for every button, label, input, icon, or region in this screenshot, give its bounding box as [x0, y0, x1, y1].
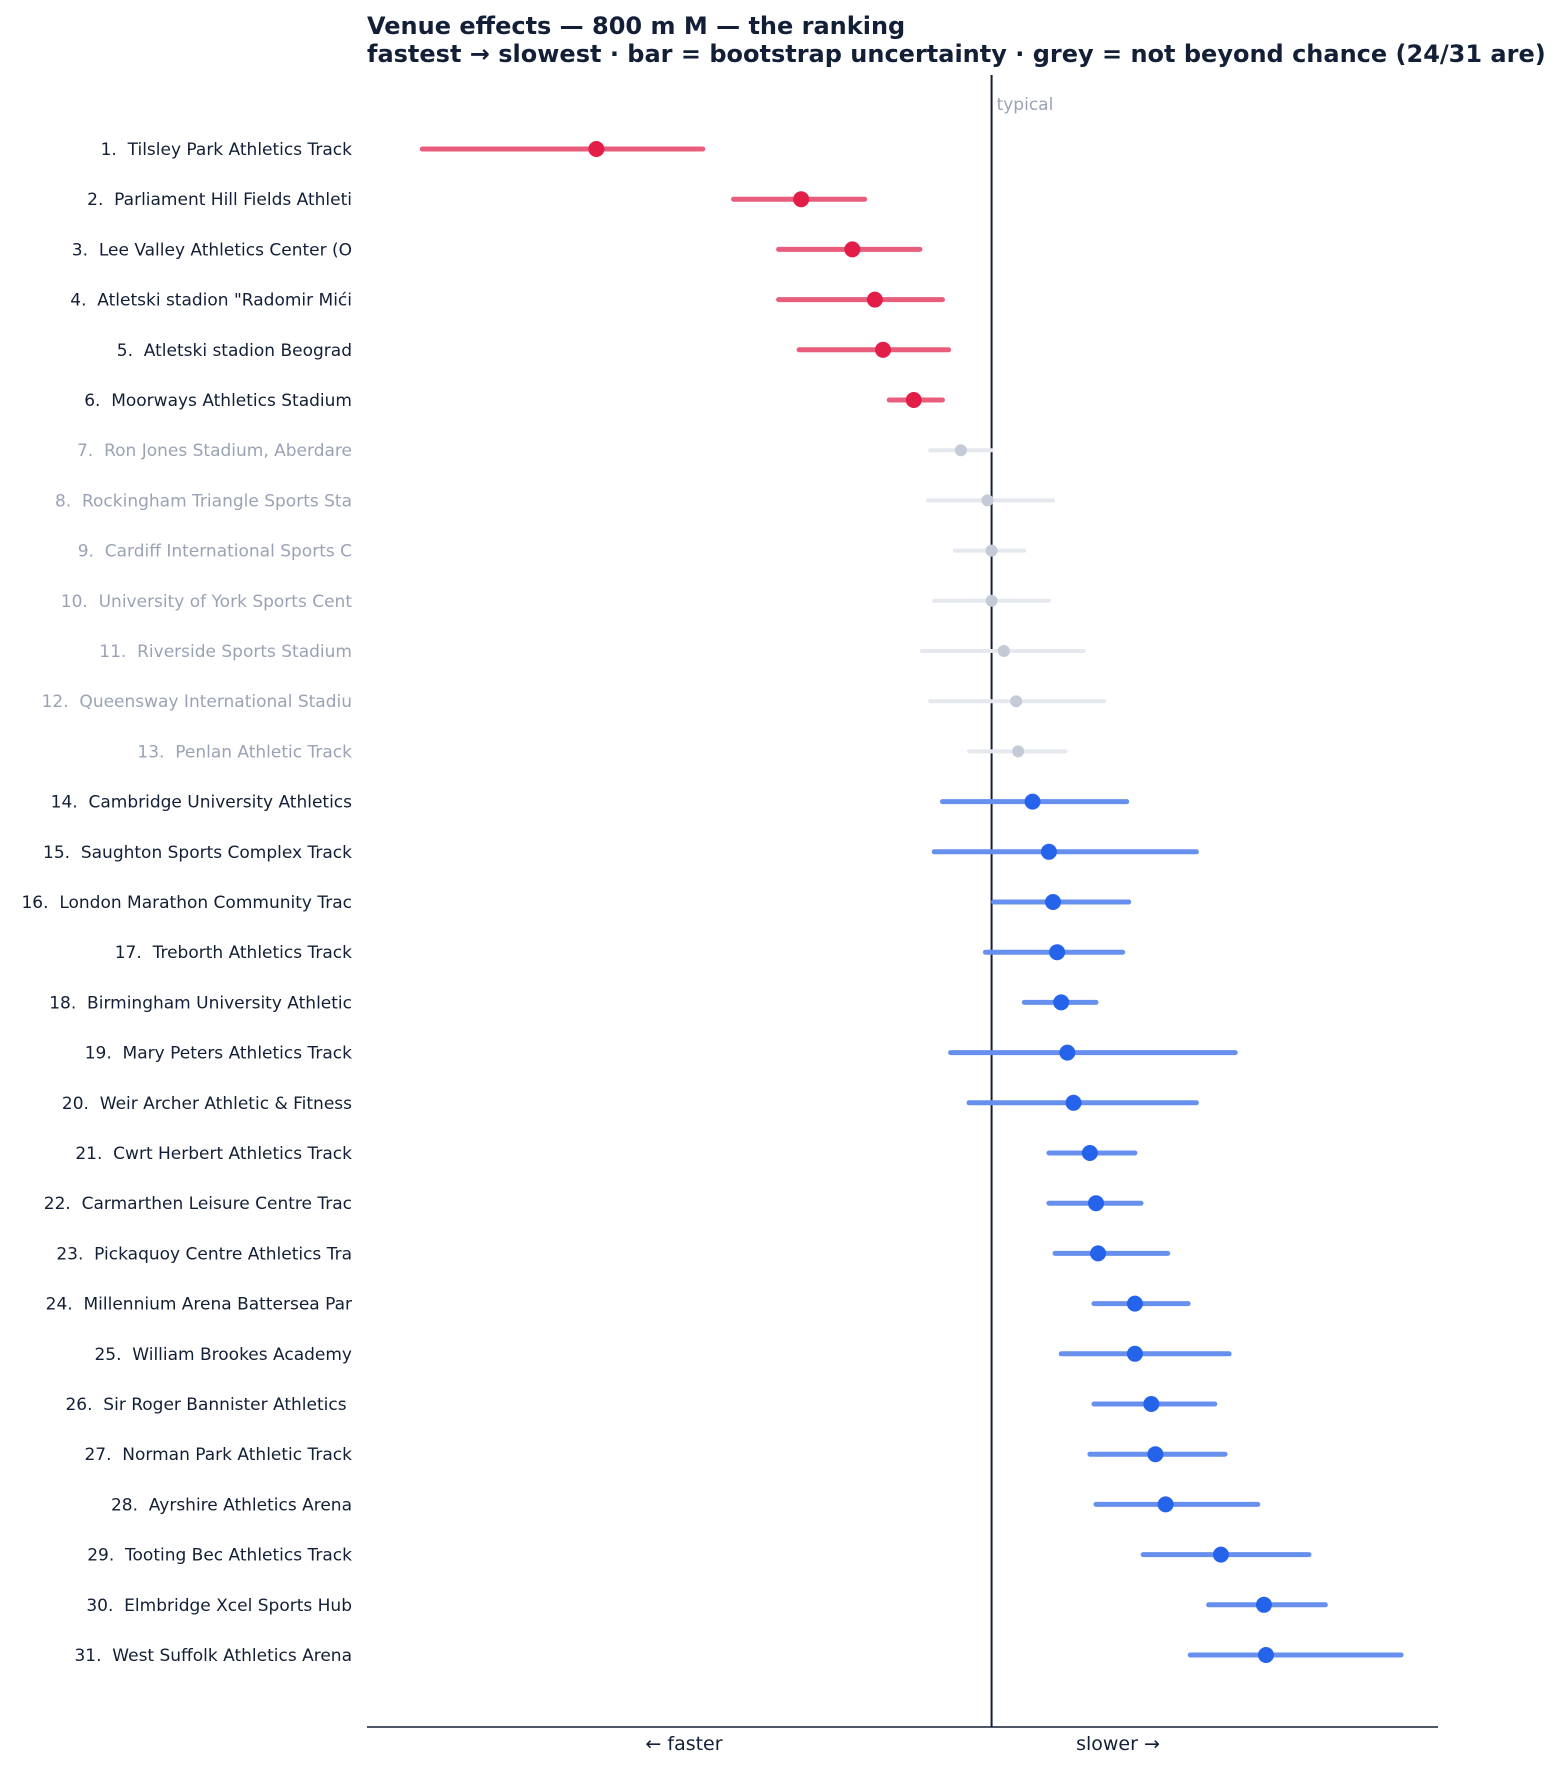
venue-label-7: 7. Ron Jones Stadium, Aberdare [77, 441, 352, 461]
chart-title: Venue effects — 800 m M — the ranking [367, 12, 905, 40]
estimate-point-14 [1024, 793, 1041, 810]
estimate-point-3 [844, 241, 861, 258]
estimate-point-12 [1010, 695, 1023, 708]
estimate-point-22 [1088, 1195, 1105, 1212]
x-label-slower: slower → [1076, 1733, 1160, 1755]
venue-label-18: 18. Birmingham University Athletic [49, 993, 352, 1013]
estimate-point-25 [1126, 1345, 1143, 1362]
venue-label-26: 26. Sir Roger Bannister Athletics [65, 1395, 352, 1415]
venue-label-8: 8. Rockingham Triangle Sports Sta [55, 491, 352, 511]
estimate-point-29 [1212, 1546, 1229, 1563]
estimate-point-10 [985, 594, 998, 607]
venue-label-14: 14. Cambridge University Athletics [51, 793, 352, 813]
estimate-point-7 [954, 444, 967, 457]
venue-label-1: 1. Tilsley Park Athletics Track [101, 140, 353, 160]
chart-subtitle: fastest → slowest · bar = bootstrap unce… [367, 40, 1546, 68]
venue-label-28: 28. Ayrshire Athletics Arena [111, 1495, 352, 1515]
venue-label-24: 24. Millennium Arena Battersea Par [46, 1295, 352, 1315]
estimate-point-11 [997, 645, 1010, 657]
estimate-point-4 [866, 291, 883, 308]
venue-label-20: 20. Weir Archer Athletic & Fitness [62, 1094, 352, 1114]
venue-label-29: 29. Tooting Bec Athletics Track [87, 1546, 352, 1566]
estimate-point-5 [875, 341, 892, 358]
estimate-point-19 [1059, 1044, 1076, 1061]
venue-label-12: 12. Queensway International Stadiu [42, 692, 352, 712]
estimate-point-1 [588, 141, 605, 157]
venue-label-19: 19. Mary Peters Athletics Track [85, 1044, 352, 1064]
venue-label-31: 31. West Suffolk Athletics Arena [74, 1646, 352, 1666]
venue-label-23: 23. Pickaquoy Centre Athletics Tra [56, 1244, 352, 1264]
estimate-point-23 [1090, 1245, 1107, 1262]
venue-label-22: 22. Carmarthen Leisure Centre Trac [44, 1194, 352, 1214]
venue-label-30: 30. Elmbridge Xcel Sports Hub [86, 1596, 352, 1616]
estimate-point-9 [985, 544, 998, 557]
estimate-point-15 [1040, 843, 1057, 860]
estimate-point-21 [1081, 1145, 1098, 1161]
uncertainty-bars [419, 146, 1404, 1658]
venue-label-17: 17. Treborth Athletics Track [115, 943, 352, 963]
venue-label-13: 13. Penlan Athletic Track [137, 742, 352, 762]
venue-label-3: 3. Lee Valley Athletics Center (O [72, 240, 352, 260]
estimate-point-17 [1049, 944, 1066, 961]
estimate-point-26 [1143, 1396, 1160, 1412]
venue-label-4: 4. Atletski stadion "Radomir Mići [70, 291, 352, 311]
estimate-point-2 [793, 191, 810, 208]
estimate-point-6 [905, 392, 922, 408]
venue-label-27: 27. Norman Park Athletic Track [84, 1445, 352, 1465]
estimate-point-24 [1126, 1295, 1143, 1312]
venue-label-5: 5. Atletski stadion Beograd [117, 341, 352, 361]
venue-label-11: 11. Riverside Sports Stadium [99, 642, 352, 662]
x-label-faster: ← faster [645, 1733, 722, 1755]
estimate-point-28 [1157, 1496, 1174, 1513]
venue-label-16: 16. London Marathon Community Trac [21, 893, 352, 913]
typical-label: typical [997, 95, 1054, 115]
venue-label-15: 15. Saughton Sports Complex Track [43, 843, 352, 863]
estimate-point-20 [1065, 1094, 1082, 1111]
estimate-point-16 [1045, 894, 1062, 910]
venue-label-25: 25. William Brookes Academy [94, 1345, 352, 1365]
venue-label-9: 9. Cardiff International Sports C [78, 542, 352, 562]
venue-label-2: 2. Parliament Hill Fields Athleti [87, 190, 352, 210]
estimate-point-8 [981, 494, 994, 507]
estimate-point-13 [1012, 745, 1025, 758]
estimate-point-30 [1255, 1596, 1272, 1613]
venue-label-21: 21. Cwrt Herbert Athletics Track [75, 1144, 352, 1164]
venue-label-6: 6. Moorways Athletics Stadium [84, 391, 352, 411]
estimate-point-18 [1053, 994, 1070, 1011]
estimate-point-31 [1257, 1647, 1274, 1663]
venue-label-10: 10. University of York Sports Cent [61, 592, 353, 612]
estimate-point-27 [1147, 1446, 1164, 1463]
estimate-points [588, 141, 1274, 1663]
venue-labels: 1. Tilsley Park Athletics Track 2. Parlia… [21, 140, 352, 1666]
